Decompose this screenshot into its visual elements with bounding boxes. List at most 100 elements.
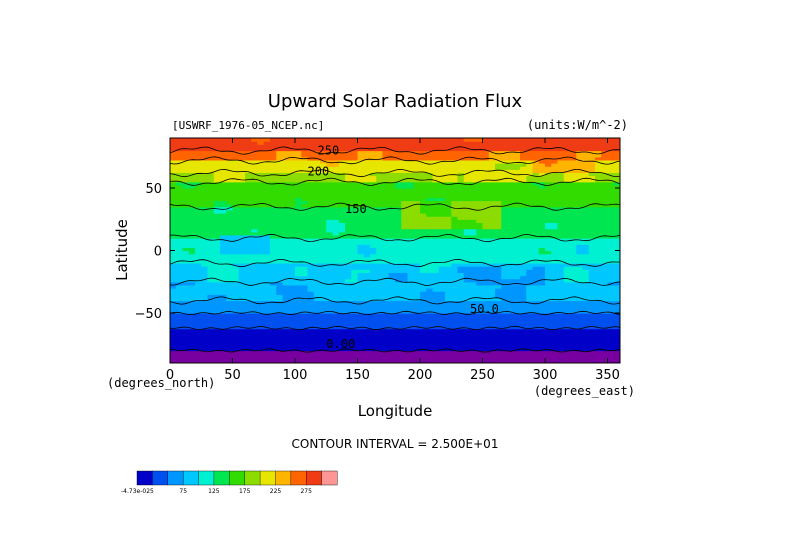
heatmap-cell bbox=[438, 278, 446, 283]
heatmap-cell bbox=[532, 347, 540, 352]
heatmap-cell bbox=[357, 356, 365, 361]
heatmap-cell bbox=[188, 247, 196, 252]
heatmap-cell bbox=[476, 247, 484, 252]
heatmap-cell bbox=[595, 253, 602, 258]
heatmap-cell bbox=[388, 359, 396, 363]
heatmap-cell bbox=[301, 291, 309, 295]
heatmap-cell bbox=[551, 344, 559, 348]
heatmap-cell bbox=[538, 341, 546, 345]
heatmap-cell bbox=[270, 203, 277, 208]
heatmap-cell bbox=[363, 322, 371, 327]
heatmap-cell bbox=[557, 316, 565, 320]
heatmap-cell bbox=[257, 213, 265, 217]
heatmap-cell bbox=[388, 341, 396, 345]
heatmap-cell bbox=[188, 203, 196, 208]
heatmap-cell bbox=[520, 231, 527, 236]
heatmap-cell bbox=[170, 200, 177, 205]
heatmap-cell bbox=[507, 169, 515, 173]
heatmap-cell bbox=[388, 213, 396, 217]
heatmap-cell bbox=[320, 344, 327, 348]
heatmap-cell bbox=[276, 166, 284, 170]
heatmap-cell bbox=[363, 344, 371, 348]
heatmap-cell bbox=[432, 150, 440, 155]
heatmap-cell bbox=[451, 259, 459, 264]
heatmap-cell bbox=[482, 253, 490, 258]
heatmap-cell bbox=[438, 316, 446, 320]
heatmap-cell bbox=[563, 197, 571, 202]
heatmap-cell bbox=[182, 166, 190, 170]
heatmap-cell bbox=[563, 275, 571, 280]
heatmap-cell bbox=[601, 284, 609, 289]
heatmap-cell bbox=[351, 166, 359, 170]
heatmap-cell bbox=[326, 269, 334, 273]
heatmap-cell bbox=[320, 347, 327, 352]
heatmap-cell bbox=[538, 159, 546, 164]
heatmap-cell bbox=[513, 206, 521, 211]
heatmap-cell bbox=[482, 338, 490, 342]
heatmap-cell bbox=[576, 284, 584, 289]
heatmap-cell bbox=[326, 200, 334, 205]
heatmap-cell bbox=[232, 309, 240, 314]
source-label: [USWRF_1976-05_NCEP.nc] bbox=[172, 119, 324, 132]
heatmap-cell bbox=[370, 197, 377, 202]
heatmap-cell bbox=[195, 288, 202, 292]
heatmap-cell bbox=[276, 150, 284, 155]
heatmap-cell bbox=[538, 297, 546, 302]
heatmap-cell bbox=[338, 150, 346, 155]
heatmap-cell bbox=[220, 275, 227, 280]
heatmap-cell bbox=[245, 350, 252, 355]
heatmap-cell bbox=[563, 156, 571, 161]
heatmap-cell bbox=[532, 169, 540, 173]
heatmap-cell bbox=[257, 222, 265, 227]
heatmap-cell bbox=[495, 278, 502, 283]
heatmap-cell bbox=[607, 272, 615, 277]
heatmap-cell bbox=[232, 194, 240, 198]
heatmap-cell bbox=[288, 284, 296, 289]
heatmap-cell bbox=[413, 341, 421, 345]
heatmap-cell bbox=[576, 209, 584, 214]
heatmap-cell bbox=[195, 222, 202, 227]
heatmap-cell bbox=[495, 353, 502, 358]
heatmap-cell bbox=[295, 178, 302, 183]
heatmap-cell bbox=[226, 191, 234, 195]
heatmap-cell bbox=[557, 250, 565, 255]
heatmap-cell bbox=[501, 216, 509, 220]
heatmap-cell bbox=[320, 181, 327, 186]
heatmap-cell bbox=[576, 153, 584, 158]
heatmap-cell bbox=[332, 206, 340, 211]
heatmap-cell bbox=[588, 150, 596, 155]
heatmap-cell bbox=[401, 222, 409, 227]
heatmap-cell bbox=[207, 359, 215, 363]
heatmap-cell bbox=[582, 178, 590, 183]
heatmap-cell bbox=[595, 247, 602, 252]
heatmap-cell bbox=[282, 184, 290, 189]
heatmap-cell bbox=[263, 216, 271, 220]
heatmap-cell bbox=[245, 325, 252, 330]
heatmap-cell bbox=[570, 181, 577, 186]
heatmap-cell bbox=[270, 231, 277, 236]
heatmap-cell bbox=[207, 300, 215, 305]
heatmap-cell bbox=[345, 244, 352, 248]
heatmap-cell bbox=[382, 319, 390, 323]
heatmap-cell bbox=[538, 334, 546, 339]
heatmap-cell bbox=[401, 300, 409, 305]
heatmap-cell bbox=[476, 222, 484, 227]
heatmap-cell bbox=[482, 225, 490, 230]
heatmap-cell bbox=[257, 344, 265, 348]
heatmap-cell bbox=[538, 278, 546, 283]
heatmap-cell bbox=[182, 222, 190, 227]
heatmap-cell bbox=[332, 166, 340, 170]
heatmap-cell bbox=[382, 234, 390, 239]
heatmap-cell bbox=[276, 319, 284, 323]
heatmap-cell bbox=[232, 184, 240, 189]
heatmap-cell bbox=[438, 275, 446, 280]
heatmap-cell bbox=[232, 206, 240, 211]
heatmap-cell bbox=[463, 300, 471, 305]
heatmap-cell bbox=[295, 328, 302, 333]
heatmap-cell bbox=[182, 188, 190, 192]
heatmap-cell bbox=[313, 144, 321, 148]
heatmap-cell bbox=[351, 194, 359, 198]
heatmap-cell bbox=[220, 175, 227, 180]
heatmap-cell bbox=[226, 188, 234, 192]
heatmap-cell bbox=[238, 266, 246, 270]
